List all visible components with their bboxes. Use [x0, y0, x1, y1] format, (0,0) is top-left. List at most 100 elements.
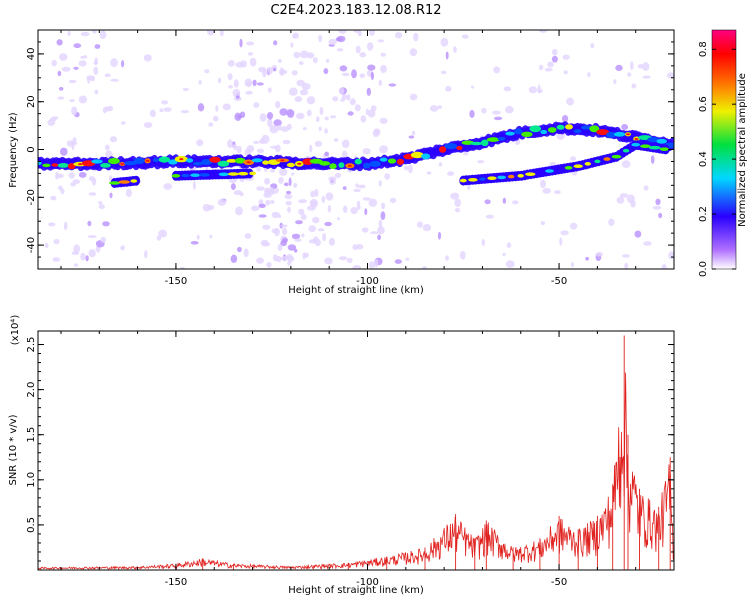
- spectrogram-noise-blob: [459, 250, 466, 260]
- spectrogram-noise-blob: [50, 195, 57, 201]
- spectrogram-noise-blob: [559, 237, 563, 246]
- spectrogram-noise-blob: [377, 226, 385, 235]
- spectrogram-noise-blob: [208, 122, 214, 127]
- spectrogram-noise-blob: [299, 50, 309, 59]
- snr-y-multiplier: (x10⁴): [10, 315, 21, 346]
- spectrogram-noise-blob: [102, 221, 110, 227]
- spectrogram-noise-blob: [336, 48, 344, 52]
- spectrogram-noise-blob: [622, 254, 630, 258]
- spectrogram-noise-blob: [349, 98, 356, 106]
- spectrogram-noise-blob: [284, 193, 293, 200]
- spectrogram-noise-blob: [196, 139, 204, 147]
- ridge-blob: [42, 163, 51, 168]
- spectrogram-noise-blob: [277, 58, 282, 63]
- spectrogram-noise-blob: [477, 160, 485, 164]
- spectrogram-noise-blob: [271, 211, 280, 219]
- snr-background: [38, 331, 674, 570]
- spectrogram-noise-blob: [294, 238, 302, 242]
- spectrogram-noise-blob: [110, 78, 120, 82]
- branch-blob: [534, 170, 546, 175]
- ridge-blob: [369, 160, 382, 167]
- spectrogram-noise-blob: [308, 225, 317, 233]
- spectrogram-noise-blob: [179, 266, 185, 269]
- spectrogram-noise-blob: [316, 116, 320, 123]
- branch-blob: [237, 171, 249, 176]
- branch-blob: [118, 180, 130, 184]
- spectrogram-noise-blob: [506, 242, 512, 248]
- ridge-blob: [251, 158, 263, 163]
- branch-blob: [573, 164, 583, 168]
- spectrogram-noise-blob: [283, 182, 289, 187]
- spectrogram-noise-blob: [66, 140, 75, 147]
- spectrogram-noise-blob: [352, 264, 362, 269]
- spectrogram-noise-blob: [551, 55, 558, 63]
- spectrogram-noise-blob: [484, 199, 491, 205]
- ridge-blob: [226, 159, 238, 163]
- ridge-blob: [286, 162, 295, 168]
- spectrogram-noise-blob: [237, 246, 242, 253]
- ridge-blob: [581, 125, 591, 130]
- spectrogram-noise-blob: [338, 30, 347, 34]
- spectrogram-noise-blob: [552, 49, 558, 56]
- spectrogram-noise-blob: [60, 188, 65, 195]
- branch-blob: [171, 174, 181, 178]
- spectrogram-noise-blob: [650, 155, 655, 164]
- spectrogram-noise-blob: [233, 144, 238, 151]
- spectrogram-noise-blob: [637, 64, 644, 69]
- ridge-blob: [428, 148, 441, 154]
- spectrogram-noise-blob: [608, 218, 615, 226]
- ridge-peak: [145, 159, 150, 162]
- spectrogram-noise-blob: [299, 89, 309, 96]
- spectrogram-noise-blob: [98, 204, 105, 210]
- spectrogram-noise-blob: [445, 51, 449, 60]
- spectrogram-noise-blob: [275, 101, 281, 109]
- y-tick-label: 1.0: [26, 472, 37, 488]
- spectrogram-noise-blob: [273, 119, 282, 127]
- spectrogram-y-label: Frequency (Hz): [8, 112, 19, 188]
- spectrogram-noise-blob: [437, 231, 442, 240]
- spectrogram-noise-blob: [68, 172, 75, 179]
- spectrogram-noise-blob: [355, 45, 361, 54]
- ridge-peak: [52, 164, 57, 166]
- spectrogram-noise-blob: [277, 124, 283, 131]
- spectrogram-noise-blob: [291, 233, 301, 240]
- spectrogram-noise-blob: [339, 87, 345, 95]
- spectrogram-noise-blob: [395, 32, 403, 39]
- spectrogram-noise-blob: [332, 96, 339, 102]
- ridge-blob: [486, 137, 500, 142]
- spectrogram-noise-blob: [279, 168, 288, 176]
- branch-blob: [640, 144, 651, 148]
- spectrogram-noise-blob: [71, 106, 78, 116]
- spectrogram-noise-blob: [317, 228, 325, 232]
- spectrogram-noise-blob: [293, 182, 298, 188]
- spectrogram-noise-blob: [59, 53, 68, 61]
- spectrogram-noise-blob: [197, 103, 205, 112]
- spectrogram-noise-blob: [291, 70, 298, 76]
- spectrogram-noise-blob: [493, 66, 501, 74]
- spectrogram-noise-blob: [440, 70, 447, 75]
- spectrogram-noise-blob: [318, 34, 322, 43]
- spectrogram-noise-blob: [562, 115, 569, 123]
- ridge-peak: [440, 148, 445, 151]
- spectrogram-noise-blob: [301, 83, 311, 90]
- ridge-blob: [470, 141, 483, 146]
- y-tick-label: 40: [26, 48, 37, 61]
- spectrogram-noise-blob: [250, 205, 260, 212]
- ridge-blob: [158, 156, 171, 163]
- spectrogram-noise-blob: [125, 189, 132, 197]
- spectrogram-noise-blob: [244, 233, 252, 240]
- spectrogram-noise-blob: [377, 39, 385, 43]
- spectrogram-noise-blob: [379, 145, 388, 154]
- spectrogram-noise-blob: [270, 199, 275, 204]
- spectrogram-noise-blob: [274, 227, 280, 237]
- ridge-peak: [69, 165, 74, 168]
- spectrogram-noise-blob: [73, 43, 82, 49]
- spectrogram-noise-blob: [98, 201, 103, 205]
- spectrogram-noise-blob: [642, 62, 650, 71]
- spectrogram-noise-blob: [204, 69, 210, 74]
- snr-x-label: Height of straight line (km): [288, 585, 424, 596]
- spectrogram-noise-blob: [394, 259, 402, 264]
- spectrogram-noise-blob: [87, 76, 91, 84]
- spectrogram-noise-blob: [63, 221, 68, 231]
- spectrogram-noise-blob: [539, 30, 548, 33]
